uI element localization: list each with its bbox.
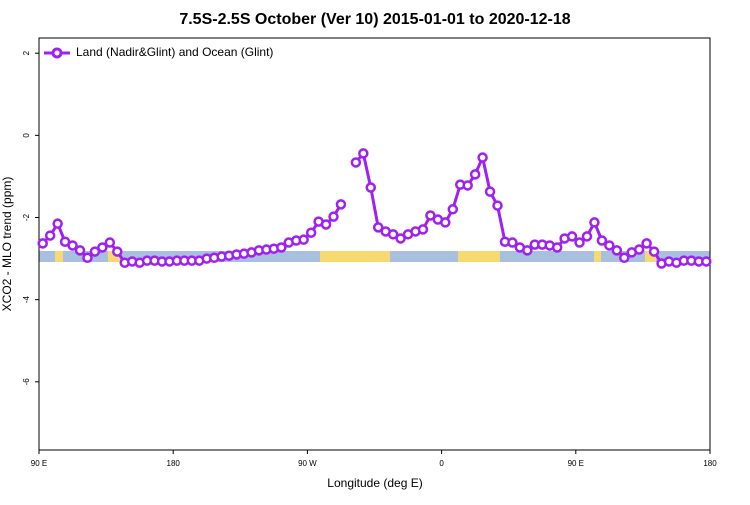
land-band bbox=[108, 251, 120, 262]
x-tick-label: 180 bbox=[167, 459, 181, 468]
data-point bbox=[581, 231, 593, 242]
data-point bbox=[350, 157, 362, 168]
data-point bbox=[305, 227, 317, 238]
land-band bbox=[594, 251, 601, 262]
data-point bbox=[276, 242, 287, 253]
data-point bbox=[74, 245, 86, 256]
x-tick-label: 90 W bbox=[298, 459, 317, 468]
y-tick-label: -2 bbox=[22, 213, 31, 221]
data-point bbox=[611, 245, 623, 256]
x-tick-label: 90 E bbox=[568, 459, 584, 468]
data-point bbox=[372, 222, 384, 233]
data-point bbox=[477, 152, 488, 163]
data-point bbox=[492, 200, 503, 211]
data-point bbox=[574, 237, 585, 248]
data-point bbox=[112, 246, 123, 257]
data-point bbox=[395, 233, 406, 244]
data-point bbox=[522, 245, 533, 256]
data-point bbox=[462, 180, 473, 191]
x-tick-label: 0 bbox=[439, 459, 444, 468]
data-point bbox=[648, 246, 660, 257]
data-point bbox=[596, 235, 608, 246]
land-band bbox=[320, 251, 390, 262]
data-point bbox=[104, 237, 116, 248]
land-band bbox=[458, 251, 500, 262]
y-tick-label: 0 bbox=[22, 133, 31, 138]
data-point bbox=[566, 231, 578, 242]
chart-title: 7.5S-2.5S October (Ver 10) 2015-01-01 to… bbox=[179, 11, 570, 28]
data-point bbox=[551, 242, 563, 253]
surface-band bbox=[39, 251, 710, 262]
data-point bbox=[44, 230, 56, 241]
data-point bbox=[633, 244, 645, 255]
data-point bbox=[89, 246, 101, 257]
data-point bbox=[67, 240, 78, 251]
legend-marker bbox=[51, 47, 63, 59]
data-point bbox=[507, 237, 518, 248]
x-tick-label: 180 bbox=[703, 459, 717, 468]
data-point bbox=[425, 210, 436, 221]
y-tick-label: 2 bbox=[22, 50, 31, 55]
data-point bbox=[358, 148, 369, 159]
data-point bbox=[52, 218, 63, 229]
data-point bbox=[298, 234, 309, 245]
data-point bbox=[619, 252, 630, 264]
y-axis-label: XCO2 - MLO trend (ppm) bbox=[0, 177, 14, 312]
data-point bbox=[701, 256, 712, 267]
x-tick-label: 90 E bbox=[31, 459, 47, 468]
legend: Land (Nadir&Glint) and Ocean (Glint) bbox=[44, 45, 273, 59]
data-point bbox=[417, 224, 429, 235]
data-point bbox=[97, 242, 108, 253]
y-tick-label: -4 bbox=[22, 296, 31, 304]
data-point bbox=[440, 217, 451, 228]
land-band bbox=[55, 251, 63, 262]
data-point bbox=[387, 229, 399, 240]
data-point bbox=[484, 186, 496, 197]
data-point bbox=[589, 217, 600, 228]
x-axis-label: Longitude (deg E) bbox=[327, 476, 422, 490]
data-point bbox=[320, 219, 332, 230]
data-point bbox=[37, 238, 48, 249]
data-point bbox=[604, 240, 615, 251]
data-point bbox=[469, 169, 481, 180]
data-point bbox=[335, 199, 347, 210]
data-point bbox=[447, 204, 459, 215]
data-point bbox=[641, 238, 652, 249]
land-band bbox=[645, 251, 656, 262]
legend-label: Land (Nadir&Glint) and Ocean (Glint) bbox=[76, 45, 273, 59]
data-point bbox=[365, 182, 377, 193]
data-point bbox=[328, 211, 339, 222]
y-tick-label: -6 bbox=[22, 378, 31, 386]
data-point bbox=[82, 252, 93, 264]
